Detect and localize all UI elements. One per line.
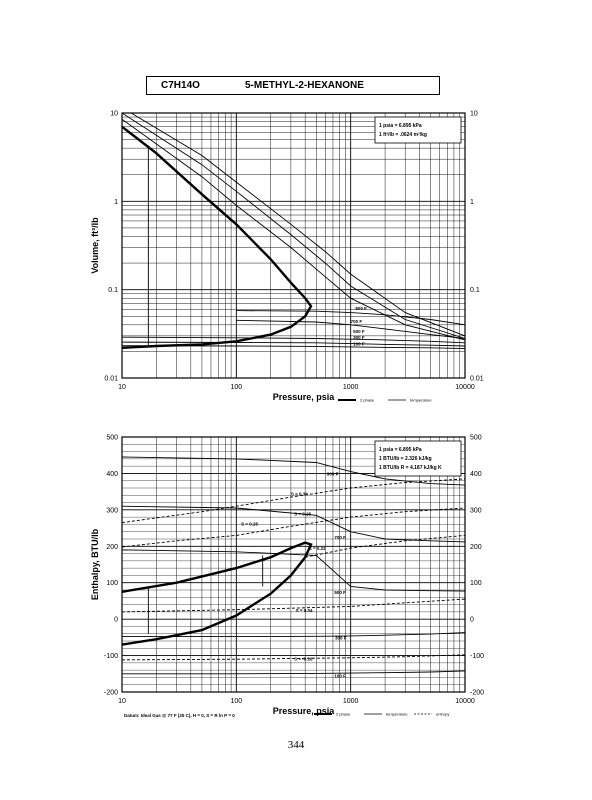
plot-frame [121,112,466,379]
series-line [305,534,466,558]
y-tick-label: 100 [106,580,118,587]
series-line [236,310,466,326]
legend-label: 2 phase [360,398,375,403]
series-line [122,632,466,638]
series-line [121,507,466,548]
y-tick-label-right: 100 [470,580,482,587]
y-tick-label: 10 [110,111,118,118]
legend: 2 phase temperature [338,398,432,403]
info-box-line: 1 psia = 6.895 kPa [379,123,422,129]
plot-frame [121,436,466,693]
y-tick-label-right: 1 [470,199,474,206]
series-line [121,336,466,344]
y-tick-label: 400 [106,471,118,478]
curve-label: 900 F [355,306,367,311]
y-tick-label-right: 0.01 [470,376,484,383]
x-axis-label: Pressure, psia [273,392,336,402]
series-2phase [121,125,313,349]
curve-label: S = 0.28 [294,512,311,517]
curve-label: 100 F [334,674,346,679]
x-tick-label: 1000 [343,384,359,391]
series-line [121,345,466,350]
curve-label: 300 F [335,635,347,640]
info-box-frame [374,116,462,144]
curve-label: S = 0.04 [296,608,313,613]
page-number: 344 [287,739,305,751]
y-tick-label-right: -200 [470,690,484,697]
y-tick-label: -200 [104,690,118,697]
info-box-frame [374,440,462,477]
y-tick-label-right: 0.1 [470,287,480,294]
curve-label: 700 F [334,535,346,540]
title-box: C7H14O 5-METHYL-2-HEXANONE [146,76,440,95]
curve-label: S = 0.26 [241,522,258,527]
curve-label: S = 0.22 [309,546,326,551]
info-box-line: 1 BTU/lb R = 4.187 kJ/kg K [379,465,442,471]
curve-label: S = -0.16 [294,656,313,661]
x-tick-label: 10000 [455,698,475,705]
series-line [121,341,466,347]
y-tick-label: 500 [106,435,118,442]
x-tick-label: 1000 [343,698,359,705]
y-tick-label: 0 [114,617,118,624]
y-tick-label: 300 [106,507,118,514]
info-box-line: 1 ft³/lb = .0624 m³/kg [379,132,427,138]
curve-label: 500 F [334,590,346,595]
curve-label: 900 F [327,471,339,476]
y-tick-label: -100 [104,653,118,660]
y-tick-label-right: -100 [470,653,484,660]
legend-label: 2 phase [336,712,351,717]
series-line [121,112,466,339]
y-tick-label: 200 [106,544,118,551]
x-tick-label: 10000 [455,384,475,391]
series-line [121,549,466,592]
series-line [121,654,466,661]
series-line [121,456,466,486]
legend: 2 phase temperature entropy [314,712,449,717]
curve-label: 700 F [351,319,363,324]
y-tick-label-right: 200 [470,544,482,551]
series-line [130,112,466,337]
x-tick-label: 100 [230,384,242,391]
info-box-line: 1 BTU/lb = 2.326 kJ/kg [379,456,432,462]
datum-note: Datum: Ideal Gas @ 77 F (25 C), H = 0, S… [124,713,235,718]
y-tick-label-right: 300 [470,507,482,514]
series-line [122,670,466,675]
x-axis-label: Pressure, psia [273,706,336,716]
x-tick-label: 10 [118,698,126,705]
series-line [121,598,466,613]
series-line [121,505,466,543]
curve-label: 500 F [353,329,365,334]
legend-label: entropy [436,712,449,717]
legend-label: temperature [410,398,432,403]
y-tick-label: 0.1 [108,287,118,294]
series-line [236,319,466,339]
info-box: 1 psia = 6.895 kPa 1 ft³/lb = .0624 m³/kg [374,116,462,144]
info-box-line: 1 psia = 6.895 kPa [379,447,422,453]
curve-label: S = 0.34 [291,491,308,496]
x-tick-label: 100 [230,698,242,705]
legend-label: temperature [386,712,408,717]
series-2phase [121,541,313,646]
y-axis-label: Volume, ft³/lb [90,217,100,274]
y-tick-label: 1 [114,199,118,206]
curve-label: 300 F [353,335,365,340]
compound-name: 5-METHYL-2-HEXANONE [245,80,364,91]
series-line [121,478,466,524]
y-tick-label-right: 500 [470,435,482,442]
info-box: 1 psia = 6.895 kPa 1 BTU/lb = 2.326 kJ/kg… [374,440,462,477]
x-tick-label: 10 [118,384,126,391]
y-axis-label: Enthalpy, BTU/lb [90,528,100,600]
y-tick-label-right: 0 [470,617,474,624]
y-tick-label: 0.01 [104,376,118,383]
curve-label: 100 F [353,342,365,347]
y-tick-label-right: 400 [470,471,482,478]
series-line [121,118,466,341]
chemical-formula: C7H14O [161,80,200,91]
y-tick-label-right: 10 [470,111,478,118]
